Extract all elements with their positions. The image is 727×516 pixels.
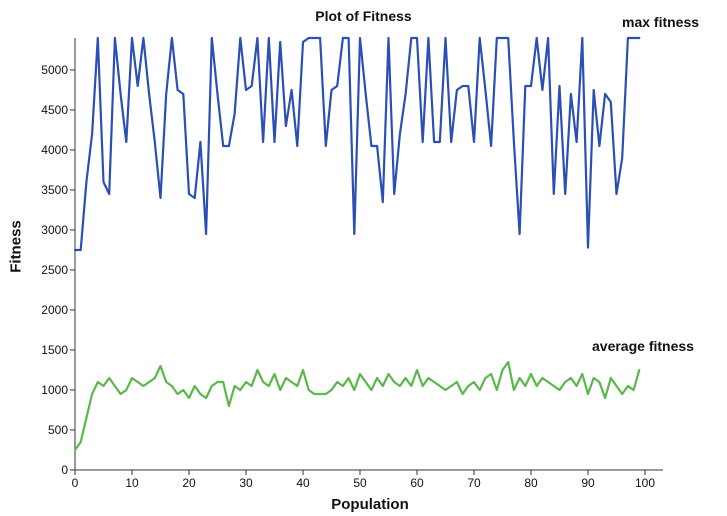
chart-title: Plot of Fitness	[315, 8, 412, 24]
x-tick-label: 100	[635, 476, 655, 490]
series-line-max-fitness	[73, 36, 641, 252]
x-tick-label: 80	[524, 476, 538, 490]
x-tick-label: 60	[410, 476, 424, 490]
y-tick-label: 1000	[41, 383, 68, 397]
x-tick-label: 50	[353, 476, 367, 490]
y-tick-label: 4000	[41, 143, 68, 157]
x-tick-label: 30	[239, 476, 253, 490]
x-tick-label: 10	[125, 476, 139, 490]
series-line-average-fitness	[73, 360, 641, 452]
y-tick-label: 1500	[41, 343, 68, 357]
x-tick-label: 0	[72, 476, 79, 490]
series-label-average-fitness: average fitness	[592, 338, 694, 354]
y-tick-label: 500	[48, 423, 68, 437]
y-tick-label: 2000	[41, 303, 68, 317]
x-axis-label: Population	[331, 496, 409, 513]
y-tick-label: 3500	[41, 183, 68, 197]
series-label-max-fitness: max fitness	[622, 14, 700, 30]
y-tick-label: 4500	[41, 103, 68, 117]
x-tick-label: 40	[296, 476, 310, 490]
y-tick-label: 2500	[41, 263, 68, 277]
y-tick-label: 5000	[41, 63, 68, 77]
x-tick-label: 70	[467, 476, 481, 490]
x-tick-label: 90	[581, 476, 595, 490]
y-tick-label: 3000	[41, 223, 68, 237]
y-tick-label: 0	[61, 463, 68, 477]
x-tick-label: 20	[182, 476, 196, 490]
